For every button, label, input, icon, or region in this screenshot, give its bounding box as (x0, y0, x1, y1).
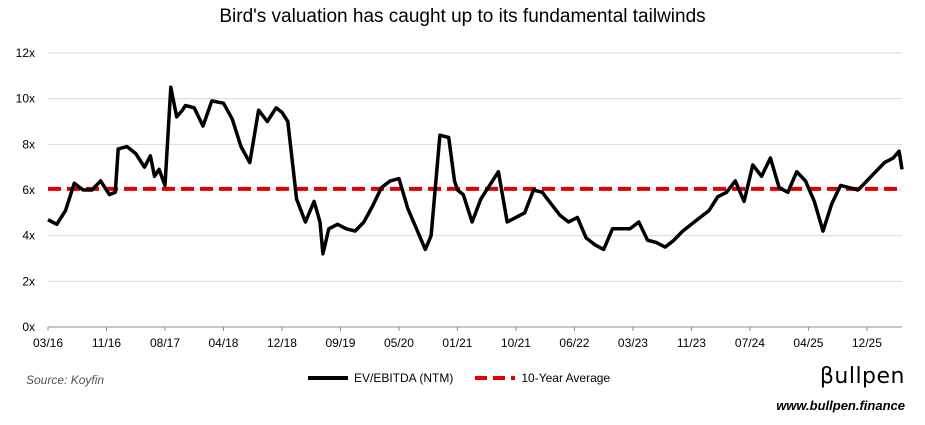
x-tick-label: 03/23 (618, 336, 648, 350)
legend-item-ev-ebitda: EV/EBITDA (NTM) (308, 371, 453, 385)
y-tick-label: 6x (22, 183, 35, 197)
y-tick-labels: 0x 2x 4x 6x 8x 10x 12x (16, 46, 35, 334)
y-tick-label: 10x (16, 92, 35, 106)
brand-logo: βullpen (819, 364, 905, 389)
legend-swatch-solid (308, 376, 348, 380)
x-tick-label: 06/22 (559, 336, 589, 350)
x-tick-label: 08/17 (150, 336, 180, 350)
y-tick-label: 2x (22, 274, 35, 288)
series-group (47, 85, 904, 256)
x-tick-label: 11/16 (92, 336, 121, 350)
x-tick-label: 09/19 (325, 336, 355, 350)
y-tick-label: 4x (22, 229, 35, 243)
legend: EV/EBITDA (NTM) 10-Year Average (308, 371, 632, 385)
x-tick-label: 10/21 (501, 336, 531, 350)
x-tick-label: 04/18 (208, 336, 238, 350)
source-note: Source: Koyfin (26, 373, 105, 387)
x-tick-label: 05/20 (384, 336, 414, 350)
y-tick-label: 12x (16, 46, 35, 60)
legend-item-average: 10-Year Average (475, 371, 610, 385)
legend-label-average: 10-Year Average (521, 371, 611, 385)
x-tick-labels: 03/16 11/16 08/17 04/18 12/18 09/19 05/20 01/21… (33, 336, 882, 350)
x-tick-label: 04/25 (793, 336, 823, 350)
y-tick-label: 8x (22, 137, 35, 151)
legend-label-ev-ebitda: EV/EBITDA (NTM) (354, 371, 454, 385)
website-link[interactable]: www.bullpen.finance (776, 398, 905, 413)
x-tick-label: 12/25 (852, 336, 882, 350)
legend-swatch-dashed (475, 376, 516, 380)
x-tick-label: 11/23 (677, 336, 706, 350)
chart-title: Bird's valuation has caught up to its fu… (219, 6, 706, 27)
series-line-ev-ebitda (47, 85, 904, 256)
axes (47, 326, 902, 331)
x-tick-label: 03/16 (33, 336, 63, 350)
x-tick-label: 07/24 (735, 336, 765, 350)
x-tick-label: 12/18 (267, 336, 297, 350)
x-tick-label: 01/21 (442, 336, 472, 350)
y-tick-label: 0x (22, 320, 35, 334)
